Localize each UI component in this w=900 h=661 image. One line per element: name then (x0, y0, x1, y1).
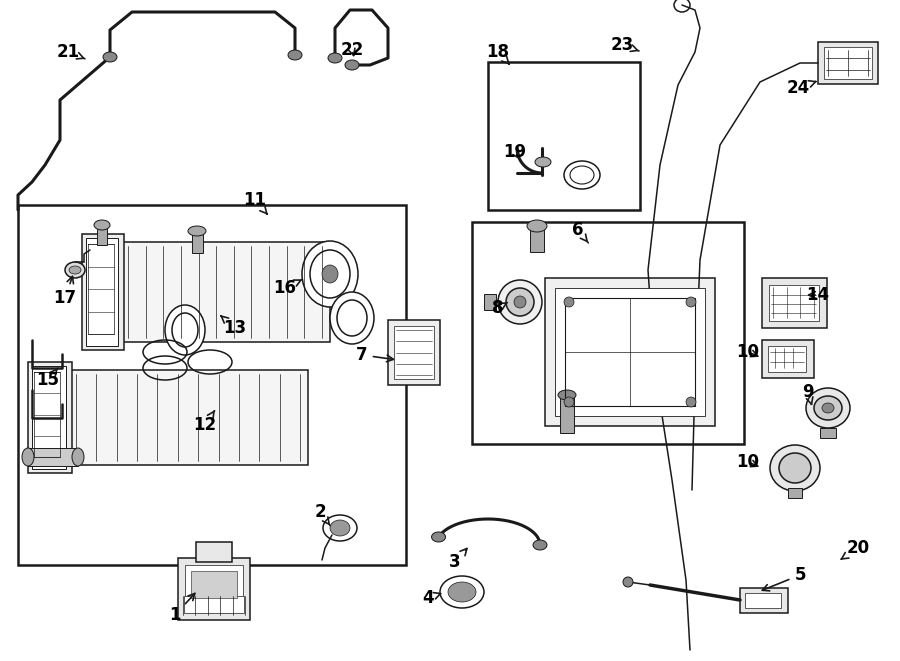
Text: 13: 13 (221, 316, 247, 337)
Bar (18, 205, 406, 565)
Ellipse shape (288, 50, 302, 60)
Bar (196, 542, 232, 562)
Bar (388, 320, 440, 385)
Bar (762, 278, 827, 328)
Bar (788, 488, 802, 498)
Bar (565, 298, 695, 406)
Bar (560, 395, 574, 433)
Bar (120, 242, 330, 342)
Text: 22: 22 (340, 41, 364, 59)
Bar (820, 428, 836, 438)
Ellipse shape (527, 220, 547, 232)
Ellipse shape (806, 388, 850, 428)
Circle shape (564, 297, 574, 307)
Circle shape (623, 577, 633, 587)
Ellipse shape (65, 262, 85, 278)
Bar (740, 588, 788, 613)
Ellipse shape (440, 576, 484, 608)
Bar (472, 222, 744, 444)
Text: 12: 12 (194, 410, 217, 434)
Text: 20: 20 (842, 539, 869, 559)
Ellipse shape (72, 448, 84, 466)
Ellipse shape (69, 266, 81, 274)
Text: 5: 5 (762, 566, 806, 591)
Circle shape (564, 397, 574, 407)
Ellipse shape (345, 60, 359, 70)
Ellipse shape (506, 288, 534, 316)
Bar (185, 565, 243, 602)
Text: 24: 24 (787, 79, 815, 97)
Ellipse shape (814, 396, 842, 420)
Ellipse shape (498, 280, 542, 324)
Text: 9: 9 (802, 383, 814, 405)
Bar (818, 42, 878, 84)
Ellipse shape (330, 292, 374, 344)
Ellipse shape (165, 305, 205, 355)
Ellipse shape (302, 241, 358, 307)
Text: 17: 17 (53, 276, 76, 307)
Text: 1: 1 (169, 594, 195, 624)
Bar (86, 238, 118, 346)
Ellipse shape (448, 582, 476, 602)
Bar (530, 228, 544, 252)
Bar (555, 288, 705, 416)
Ellipse shape (558, 390, 576, 400)
Bar (184, 596, 244, 613)
Ellipse shape (103, 52, 117, 62)
Bar (97, 227, 107, 245)
Ellipse shape (822, 403, 834, 413)
Text: 3: 3 (449, 549, 467, 571)
Bar (762, 340, 814, 378)
Bar (484, 294, 496, 310)
Text: 10: 10 (736, 343, 760, 361)
Bar (68, 370, 308, 465)
Ellipse shape (94, 220, 110, 230)
Ellipse shape (22, 448, 34, 466)
Bar (192, 233, 203, 253)
Ellipse shape (323, 515, 357, 541)
Ellipse shape (533, 540, 547, 550)
Ellipse shape (322, 265, 338, 283)
Text: 21: 21 (57, 43, 85, 61)
Text: 6: 6 (572, 221, 589, 243)
Ellipse shape (770, 445, 820, 491)
Circle shape (686, 297, 696, 307)
Bar (28, 448, 78, 466)
Text: 15: 15 (37, 368, 59, 389)
Ellipse shape (328, 53, 342, 63)
Ellipse shape (514, 296, 526, 308)
Circle shape (686, 397, 696, 407)
Bar (769, 285, 819, 321)
Bar (178, 558, 250, 620)
Bar (82, 234, 124, 350)
Text: 16: 16 (274, 279, 302, 297)
Text: 10: 10 (736, 453, 760, 471)
Text: 7: 7 (356, 346, 393, 364)
Text: 4: 4 (422, 589, 441, 607)
Text: 14: 14 (806, 286, 830, 304)
Ellipse shape (330, 520, 350, 536)
Text: 19: 19 (503, 143, 526, 161)
Text: 2: 2 (314, 503, 330, 525)
Text: 23: 23 (610, 36, 639, 54)
Ellipse shape (564, 161, 600, 189)
Bar (768, 346, 806, 372)
Bar (824, 47, 872, 79)
Bar (32, 366, 66, 469)
Bar (745, 593, 781, 608)
Text: 18: 18 (487, 43, 509, 64)
Ellipse shape (535, 157, 551, 167)
Text: 8: 8 (492, 299, 507, 317)
Bar (28, 362, 72, 473)
Ellipse shape (188, 226, 206, 236)
Ellipse shape (431, 532, 446, 542)
Ellipse shape (779, 453, 811, 483)
Text: 11: 11 (244, 191, 267, 214)
Bar (488, 62, 640, 210)
Bar (191, 571, 237, 598)
Bar (545, 278, 715, 426)
Bar (394, 326, 434, 379)
